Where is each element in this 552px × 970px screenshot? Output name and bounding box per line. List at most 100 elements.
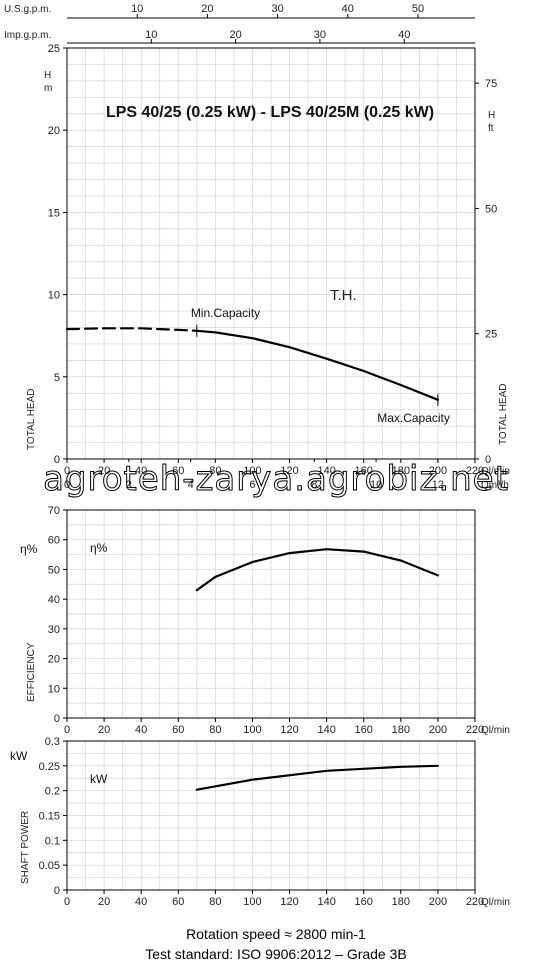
y-right-tick-label: 75 bbox=[485, 78, 497, 90]
y-unit-H-left: H bbox=[44, 70, 51, 81]
series-line-shaft_power bbox=[195, 764, 439, 791]
x-tick-label: 60 bbox=[172, 724, 184, 736]
x-tick-label: 20 bbox=[98, 724, 110, 736]
usgpm-tick-label: 20 bbox=[201, 3, 213, 15]
y-tick-label: 0.3 bbox=[45, 736, 60, 748]
y-tick-label: 50 bbox=[48, 564, 60, 576]
y-tick-label: 0.15 bbox=[39, 811, 60, 823]
x-tick-label: 200 bbox=[429, 724, 447, 736]
y-tick-label: 40 bbox=[48, 594, 60, 606]
x-tick-label: 220 bbox=[466, 465, 484, 477]
usgpm-axis-label: U.S.g.p.m. bbox=[4, 4, 51, 15]
x-tick-label: 40 bbox=[135, 724, 147, 736]
x-tick-label: 200 bbox=[429, 896, 447, 908]
power-y-axis-label: SHAFT POWER bbox=[20, 811, 31, 884]
y-tick-label: 20 bbox=[48, 654, 60, 666]
m3h-tick-label: 6 bbox=[249, 479, 255, 491]
impgpm-tick-label: 20 bbox=[229, 29, 241, 41]
y-tick-label: 25 bbox=[48, 43, 60, 55]
curve-label-th: T.H. bbox=[330, 287, 357, 304]
m3h-tick-label: 2 bbox=[126, 479, 132, 491]
m3h-tick-label: 4 bbox=[188, 479, 194, 491]
footer-test-standard: Test standard: ISO 9906:2012 – Grade 3B bbox=[145, 946, 407, 962]
x-tick-label: 80 bbox=[209, 465, 221, 477]
y-tick-label: 30 bbox=[48, 624, 60, 636]
y-tick-label: 60 bbox=[48, 535, 60, 547]
x-tick-label: 140 bbox=[317, 896, 335, 908]
x-axis-label: Ql/min bbox=[481, 466, 510, 477]
y-tick-label: 0.05 bbox=[39, 860, 60, 872]
x-tick-label: 60 bbox=[172, 465, 184, 477]
x-tick-label: 160 bbox=[355, 896, 373, 908]
x-tick-label: 180 bbox=[392, 724, 410, 736]
x-tick-label: 40 bbox=[135, 465, 147, 477]
y-right-tick-label: 50 bbox=[485, 203, 497, 215]
top-flow-axes: U.S.g.p.m. 10 20 30 40 50 Imp.g.p.m. 10 20 30 40 bbox=[4, 3, 475, 44]
y-tick-label: 0 bbox=[54, 885, 60, 897]
impgpm-axis-label: Imp.g.p.m. bbox=[4, 30, 51, 41]
x-tick-label: 0 bbox=[64, 465, 70, 477]
head-chart: 0 20 40 60 80 100 120 140 160 180 200 220Ql/min0510… bbox=[26, 43, 510, 491]
usgpm-tick-label: 40 bbox=[342, 3, 354, 15]
impgpm-tick-label: 40 bbox=[398, 29, 410, 41]
x-tick-label: 40 bbox=[135, 896, 147, 908]
x-tick-label: 100 bbox=[243, 724, 261, 736]
y-tick-label: 0 bbox=[54, 713, 60, 725]
y-right-tick-label: 0 bbox=[485, 454, 491, 466]
series-line-dashed bbox=[65, 327, 198, 332]
x-axis-label: Ql/min bbox=[481, 725, 510, 736]
usgpm-tick-label: 30 bbox=[271, 3, 283, 15]
x-tick-label: 220 bbox=[466, 896, 484, 908]
chart-title: LPS 40/25 (0.25 kW) - LPS 40/25M (0.25 k… bbox=[106, 104, 434, 121]
x-tick-label: 120 bbox=[280, 896, 298, 908]
series-line-solid bbox=[195, 329, 439, 401]
x-tick-label: 20 bbox=[98, 465, 110, 477]
y-tick-label: 0.2 bbox=[45, 786, 60, 798]
x-tick-label: 0 bbox=[64, 724, 70, 736]
x-tick-label: 180 bbox=[392, 896, 410, 908]
m3h-axis-label: Qm³/h bbox=[481, 480, 509, 491]
plot-frame bbox=[66, 509, 476, 719]
y-tick-label: 0 bbox=[54, 454, 60, 466]
x-tick-label: 200 bbox=[429, 465, 447, 477]
m3h-tick-label: 12 bbox=[432, 479, 444, 491]
watermark: agroteh-zarya.agrobiz.net bbox=[43, 459, 509, 499]
x-tick-label: 160 bbox=[355, 465, 373, 477]
y-tick-label: 10 bbox=[48, 290, 60, 302]
x-tick-label: 20 bbox=[98, 896, 110, 908]
max-capacity-label: Max.Capacity bbox=[377, 411, 450, 425]
y-tick-label: 15 bbox=[48, 207, 60, 219]
x-tick-label: 0 bbox=[64, 896, 70, 908]
x-tick-label: 180 bbox=[392, 465, 410, 477]
series-line-efficiency bbox=[195, 548, 439, 592]
plot-frame bbox=[66, 47, 476, 460]
x-tick-label: 120 bbox=[280, 465, 298, 477]
m3h-tick-label: 8 bbox=[311, 479, 317, 491]
y-unit-ft-right: ft bbox=[488, 123, 494, 134]
y-tick-label: 0.25 bbox=[39, 761, 60, 773]
impgpm-tick-label: 30 bbox=[314, 29, 326, 41]
y-unit-m-left: m bbox=[44, 83, 52, 94]
y-tick-label: 10 bbox=[48, 683, 60, 695]
y-axis-label-right: TOTAL HEAD bbox=[498, 384, 509, 446]
min-capacity-label: Min.Capacity bbox=[191, 306, 260, 320]
x-tick-label: 120 bbox=[280, 724, 298, 736]
power-unit-label: kW bbox=[10, 749, 28, 763]
x-tick-label: 60 bbox=[172, 896, 184, 908]
x-tick-label: 100 bbox=[243, 896, 261, 908]
x-tick-label: 140 bbox=[317, 724, 335, 736]
m3h-tick-label: 10 bbox=[370, 479, 382, 491]
m3h-tick-label: 0 bbox=[64, 479, 70, 491]
x-tick-label: 100 bbox=[243, 465, 261, 477]
footer-rotation-speed: Rotation speed ≈ 2800 min-1 bbox=[186, 926, 366, 942]
x-tick-label: 140 bbox=[317, 465, 335, 477]
y-tick-label: 0.1 bbox=[45, 835, 60, 847]
y-right-tick-label: 25 bbox=[485, 329, 497, 341]
efficiency-curve-label: η% bbox=[90, 541, 108, 555]
x-tick-label: 80 bbox=[209, 896, 221, 908]
y-unit-H-right: H bbox=[488, 110, 495, 121]
y-tick-label: 70 bbox=[48, 505, 60, 517]
